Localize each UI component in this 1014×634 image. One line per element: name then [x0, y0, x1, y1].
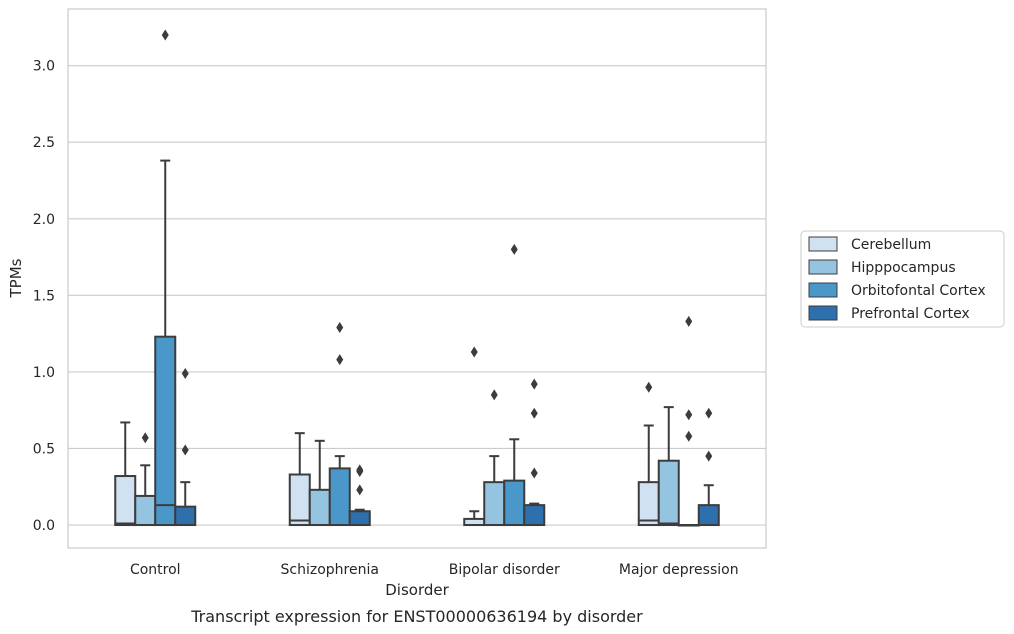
- outlier-point: [685, 315, 693, 327]
- outlier-point: [336, 354, 344, 366]
- legend: Cerebellum Hipppocampus Orbitofontal Corte…: [800, 230, 1005, 328]
- outlier-point: [181, 367, 189, 379]
- outlier-point: [645, 381, 653, 393]
- x-axis-ticks: Control Schizophrenia Bipolar disorder Majo…: [130, 562, 739, 578]
- box: [483, 481, 506, 527]
- legend-swatch: [808, 282, 838, 298]
- boxes: [114, 29, 720, 527]
- outlier-point: [685, 430, 693, 442]
- x-axis-label: Disorder: [385, 581, 449, 599]
- legend-label: Hipppocampus: [851, 260, 956, 276]
- legend-frame: [800, 230, 1005, 328]
- outlier-point: [530, 407, 538, 419]
- box: [134, 494, 157, 527]
- legend-items: Cerebellum Hipppocampus Orbitofontal Corte…: [808, 236, 986, 322]
- outlier-point: [161, 29, 169, 41]
- box-group: [154, 29, 177, 527]
- box-group: [483, 389, 506, 527]
- legend-swatch: [808, 236, 838, 252]
- box: [348, 510, 371, 527]
- outlier-point: [141, 432, 149, 444]
- outlier-point: [181, 444, 189, 456]
- box: [154, 335, 177, 527]
- box: [637, 481, 660, 527]
- box-group: [503, 243, 526, 527]
- box-group: [697, 407, 720, 527]
- x-tick-label: Major depression: [619, 562, 739, 578]
- box-group: [637, 381, 660, 527]
- box: [288, 473, 311, 527]
- box: [174, 505, 197, 527]
- box: [308, 488, 331, 527]
- box-group: [523, 378, 546, 527]
- box: [503, 479, 526, 527]
- x-tick-label: Bipolar disorder: [449, 562, 560, 578]
- legend-swatch: [808, 305, 838, 321]
- box: [697, 504, 720, 527]
- legend-swatch: [808, 259, 838, 275]
- box: [657, 459, 680, 527]
- box-group: [288, 432, 311, 527]
- legend-label: Orbitofontal Cortex: [851, 283, 986, 299]
- box: [328, 467, 351, 527]
- box: [523, 504, 546, 527]
- y-tick-label: 1.5: [33, 288, 55, 304]
- box-group: [463, 346, 486, 527]
- chart-caption: Transcript expression for ENST0000063619…: [190, 607, 643, 626]
- y-tick-label: 2.5: [33, 135, 55, 151]
- box-group: [657, 406, 680, 527]
- outlier-point: [685, 409, 693, 421]
- outlier-point: [336, 322, 344, 333]
- y-tick-label: 3.0: [33, 59, 55, 75]
- outlier-point: [356, 464, 364, 476]
- outlier-point: [705, 450, 713, 462]
- y-axis-ticks: 0.0 0.5 1.0 1.5 2.0 2.5 3.0: [33, 59, 55, 534]
- outlier-point: [530, 378, 538, 390]
- y-tick-label: 0.5: [33, 441, 55, 457]
- box-group: [134, 432, 157, 527]
- plot-area-frame: [67, 8, 767, 549]
- box-group: [677, 315, 700, 527]
- y-tick-label: 2.0: [33, 212, 55, 228]
- outlier-point: [510, 243, 518, 255]
- x-tick-label: Control: [130, 562, 181, 578]
- box-group: [308, 439, 331, 527]
- box-group: [174, 367, 197, 527]
- box-group: [328, 322, 351, 527]
- y-tick-label: 1.0: [33, 365, 55, 381]
- box-group: [114, 421, 137, 527]
- outlier-point: [356, 484, 364, 496]
- legend-label: Prefrontal Cortex: [851, 306, 970, 322]
- y-axis-label: TPMs: [7, 258, 25, 298]
- outlier-point: [470, 346, 478, 358]
- outlier-point: [490, 389, 498, 401]
- y-tick-label: 0.0: [33, 518, 55, 534]
- box: [114, 475, 137, 527]
- x-tick-label: Schizophrenia: [281, 562, 379, 578]
- outlier-point: [705, 407, 713, 419]
- outlier-point: [530, 467, 538, 479]
- legend-label: Cerebellum: [851, 237, 931, 253]
- box-group: [348, 464, 371, 527]
